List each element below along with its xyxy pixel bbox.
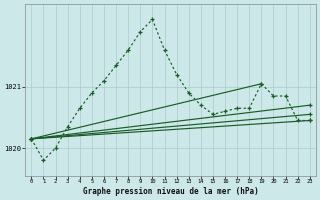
X-axis label: Graphe pression niveau de la mer (hPa): Graphe pression niveau de la mer (hPa): [83, 187, 259, 196]
